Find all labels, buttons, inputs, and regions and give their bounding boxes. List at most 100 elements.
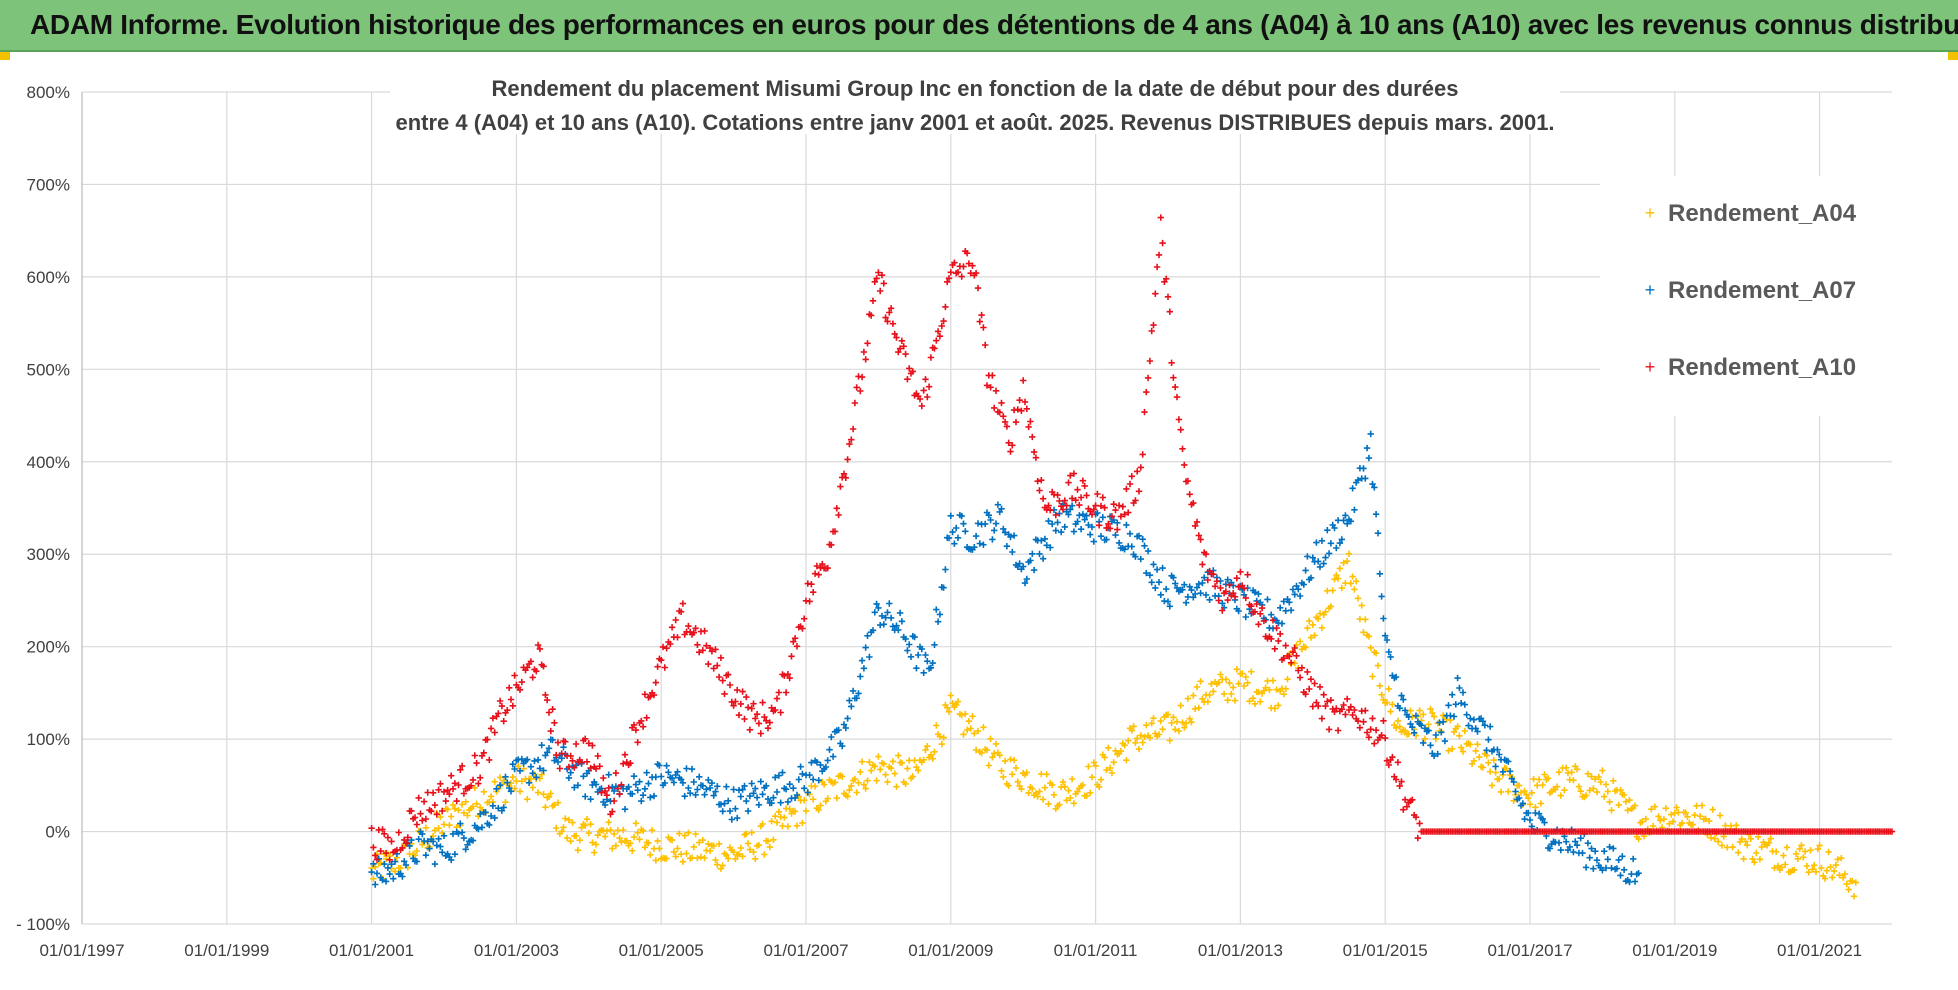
x-tick-label: 01/01/2001 — [329, 941, 414, 960]
data-point — [1450, 713, 1458, 720]
data-point — [679, 779, 687, 786]
data-point — [504, 779, 511, 786]
data-point — [1298, 664, 1306, 671]
data-point — [983, 747, 991, 754]
data-point — [1077, 494, 1085, 501]
data-point — [1293, 652, 1300, 659]
data-point — [906, 365, 913, 372]
data-point — [891, 330, 898, 338]
data-point — [1289, 649, 1297, 656]
data-point — [1025, 789, 1032, 797]
data-point — [1374, 530, 1382, 537]
data-point — [701, 627, 708, 635]
data-point — [1264, 677, 1271, 685]
data-point — [616, 791, 623, 798]
data-point — [835, 726, 842, 734]
data-point — [784, 798, 792, 806]
data-point — [1231, 697, 1239, 704]
data-point — [1832, 861, 1840, 869]
data-point — [460, 834, 468, 842]
data-point — [922, 376, 929, 383]
data-point — [813, 759, 821, 766]
data-point — [907, 653, 915, 660]
data-point — [370, 860, 377, 867]
data-point — [685, 622, 692, 630]
data-point — [1365, 734, 1373, 741]
data-point — [594, 832, 601, 839]
data-point — [1324, 527, 1331, 534]
data-point — [1000, 525, 1007, 533]
data-point — [1106, 764, 1114, 772]
data-point — [1313, 539, 1320, 546]
data-point — [1467, 741, 1474, 748]
data-point — [448, 813, 455, 820]
data-point — [996, 752, 1003, 759]
data-point — [1617, 872, 1624, 879]
data-point — [605, 771, 612, 778]
data-point — [784, 823, 792, 830]
data-point — [439, 807, 446, 815]
data-point — [1105, 744, 1112, 751]
data-point — [1074, 486, 1081, 493]
data-point — [895, 348, 902, 356]
data-point — [1841, 870, 1849, 878]
data-point — [1277, 630, 1284, 638]
data-point — [1181, 461, 1188, 469]
data-point — [801, 615, 808, 622]
data-point — [1496, 775, 1503, 783]
data-point — [1025, 423, 1032, 431]
data-point — [1525, 795, 1532, 802]
data-point — [1030, 448, 1038, 456]
data-point — [777, 709, 784, 716]
data-point — [658, 657, 665, 664]
data-point — [1023, 405, 1030, 412]
data-point — [1463, 711, 1470, 718]
data-point — [1014, 406, 1021, 413]
data-point — [1088, 511, 1096, 518]
data-point — [652, 773, 659, 781]
data-point — [1530, 775, 1537, 783]
data-point — [417, 810, 424, 817]
data-point — [1152, 290, 1159, 297]
data-point — [444, 806, 451, 813]
legend-marker-a10: + — [1645, 357, 1656, 377]
data-point — [889, 320, 897, 327]
data-point — [1199, 695, 1206, 702]
data-point — [444, 787, 451, 794]
data-point — [495, 805, 502, 812]
data-point — [1715, 838, 1722, 845]
data-point — [639, 792, 647, 799]
data-point — [663, 762, 670, 769]
data-point — [799, 770, 806, 778]
data-point — [971, 730, 978, 737]
data-point — [699, 836, 706, 844]
data-point — [887, 305, 895, 312]
data-point — [1101, 504, 1108, 511]
data-point — [848, 436, 855, 443]
data-point — [1159, 239, 1166, 247]
data-point — [1248, 603, 1255, 610]
data-point — [971, 544, 978, 551]
data-point — [1331, 708, 1338, 715]
data-point — [415, 794, 422, 802]
data-point — [458, 801, 466, 808]
data-point — [659, 643, 667, 651]
data-point — [1217, 584, 1224, 592]
data-point — [554, 739, 562, 746]
data-point — [987, 735, 994, 742]
data-point — [969, 262, 976, 269]
data-point — [692, 791, 699, 798]
data-point — [915, 767, 922, 774]
data-point — [372, 852, 379, 859]
data-point — [690, 778, 697, 786]
data-point — [401, 858, 408, 865]
data-point — [603, 827, 611, 835]
data-point — [498, 702, 506, 710]
data-point — [527, 763, 535, 770]
data-point — [773, 788, 781, 796]
data-point — [647, 851, 654, 858]
data-point — [1586, 787, 1593, 794]
data-point — [1801, 848, 1809, 855]
data-point — [857, 768, 864, 776]
data-point — [934, 618, 942, 625]
